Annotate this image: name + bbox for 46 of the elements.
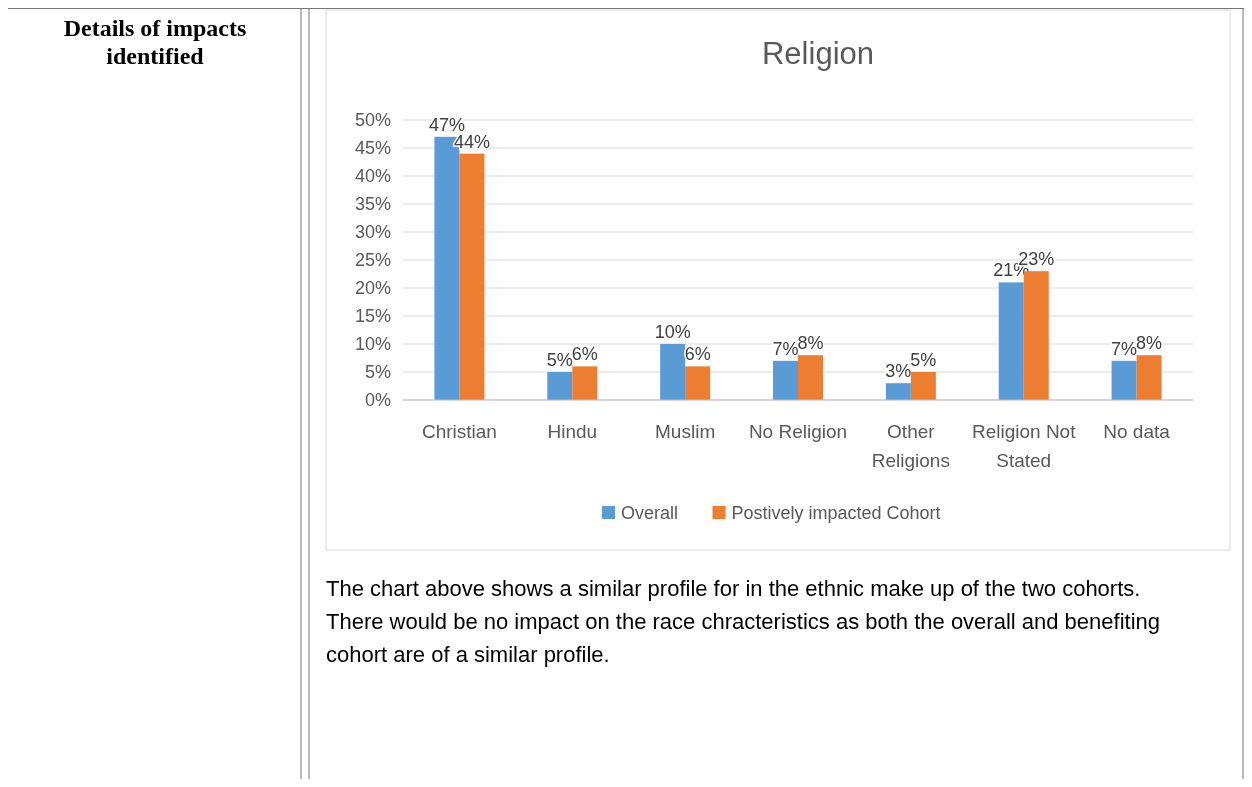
data-label: 10% [654, 322, 691, 342]
y-tick-label: 20% [354, 278, 391, 298]
bar [459, 153, 485, 400]
data-label: 8% [1136, 333, 1163, 354]
x-tick-label: Christian [421, 421, 497, 442]
x-tick-label: No Religion [748, 421, 848, 442]
data-label: 5% [910, 350, 937, 370]
bar [1136, 355, 1162, 400]
legend-label: Overall [621, 503, 679, 523]
y-tick-label: 15% [354, 306, 391, 326]
y-tick-label: 5% [364, 362, 391, 382]
bar [798, 355, 823, 400]
y-tick-label: 10% [354, 334, 391, 354]
bar [572, 366, 598, 400]
bar [773, 360, 798, 400]
data-label: 3% [885, 361, 912, 382]
y-tick-label: 30% [354, 222, 391, 242]
bar [685, 366, 711, 400]
data-label: 6% [684, 344, 711, 365]
y-tick-label: 35% [354, 194, 391, 214]
bar [998, 282, 1024, 400]
bar [1111, 360, 1137, 400]
bar [885, 383, 911, 400]
y-tick-label: 50% [354, 110, 391, 130]
bar [547, 372, 573, 400]
x-tick-label: Muslim [655, 421, 716, 442]
data-label: 47% [428, 114, 465, 135]
text: Details of impacts identified [63, 15, 247, 69]
data-label: 5% [546, 350, 573, 370]
data-label: 8% [797, 333, 824, 354]
x-tick-label: No data [1103, 421, 1171, 442]
data-label: 7% [1111, 338, 1138, 359]
y-tick-label: 40% [354, 166, 391, 186]
x-tick-label: Hindu [547, 421, 598, 442]
y-tick-label: 0% [364, 390, 391, 410]
y-tick-label: 25% [354, 250, 391, 270]
chart-title: Religion [761, 36, 875, 71]
bar [910, 372, 936, 400]
legend-label: Postively impacted Cohort [731, 503, 941, 523]
x-tick-label: Religion Not Stated [971, 421, 1077, 471]
data-label: 7% [772, 338, 799, 359]
bar [660, 344, 686, 400]
y-tick-label: 45% [354, 138, 391, 158]
text: The chart above shows a similar profile for in the ethnic make up of the two cohorts. There would be no impact on the race chracteristics as both the overall and benefiting cohort are of a similar profile. [326, 576, 1161, 667]
x-tick-label: Other Religions [871, 421, 950, 471]
data-label: 6% [571, 344, 598, 365]
